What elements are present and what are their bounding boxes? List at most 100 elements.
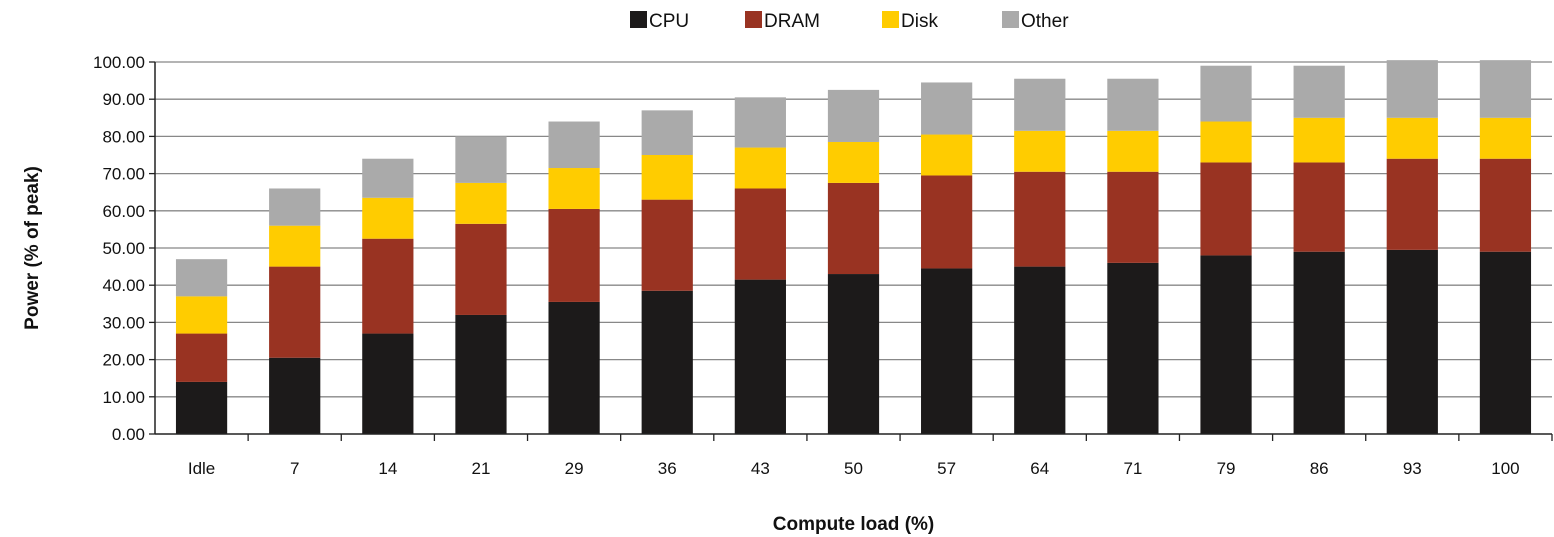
bar-segment-other <box>734 97 786 148</box>
y-tick-label: 50.00 <box>102 239 145 258</box>
legend-label: Other <box>1021 11 1069 32</box>
bar-segment-dram <box>269 266 321 358</box>
y-tick-label: 30.00 <box>102 313 145 332</box>
bar-segment-dram <box>1293 162 1345 252</box>
x-tick-label: 64 <box>1030 459 1049 478</box>
bar-segment-other <box>362 158 414 198</box>
bar-segment-dram <box>455 223 507 315</box>
y-tick-label: 40.00 <box>102 276 145 295</box>
bar-segment-dram <box>1479 158 1532 252</box>
bar-segment-other <box>269 188 321 226</box>
legend-label: Disk <box>901 11 938 32</box>
bar-segment-cpu <box>175 381 228 434</box>
bar-segment-disk <box>175 296 228 334</box>
bar-segment-disk <box>641 155 693 200</box>
bar-segment-disk <box>362 197 414 239</box>
bar-segment-dram <box>1014 171 1066 267</box>
bar-segment-cpu <box>1014 266 1066 434</box>
x-tick-label: 21 <box>472 459 491 478</box>
bar-segment-cpu <box>1386 249 1438 434</box>
x-tick-label: 93 <box>1403 459 1422 478</box>
legend-swatch <box>630 11 647 28</box>
x-tick-label: 57 <box>937 459 956 478</box>
bar-segment-cpu <box>734 279 786 434</box>
bar-segment-disk <box>1479 117 1532 159</box>
bar-segment-disk <box>1014 130 1066 172</box>
legend-item-dram: DRAM <box>745 11 820 32</box>
legend-label: DRAM <box>764 11 820 32</box>
bar-segment-dram <box>641 199 693 291</box>
y-tick-label: 100.00 <box>93 53 145 72</box>
bar-segment-disk <box>455 182 507 224</box>
legend-swatch <box>1002 11 1019 28</box>
bar-segment-other <box>641 110 693 155</box>
x-axis-title: Compute load (%) <box>773 514 935 535</box>
x-tick-label: 100 <box>1491 459 1519 478</box>
x-tick-label: 79 <box>1217 459 1236 478</box>
bar-segment-cpu <box>1107 262 1159 434</box>
bar-segment-cpu <box>362 333 414 434</box>
bar-segment-cpu <box>1200 255 1252 434</box>
x-tick-label: 36 <box>658 459 677 478</box>
bar-segment-other <box>175 259 228 297</box>
legend-label: CPU <box>649 11 689 32</box>
x-tick-label: 71 <box>1123 459 1142 478</box>
y-tick-label: 90.00 <box>102 90 145 109</box>
legend: CPU DRAM Disk Other <box>630 11 1069 32</box>
bar-segment-cpu <box>1479 251 1532 434</box>
y-tick-label: 20.00 <box>102 351 145 370</box>
bar-segment-cpu <box>548 301 600 434</box>
bar-segment-cpu <box>827 274 880 434</box>
y-tick-label: 10.00 <box>102 388 145 407</box>
bar-segment-disk <box>269 225 321 267</box>
bar-segment-disk <box>921 134 973 176</box>
x-tick-label: 29 <box>565 459 584 478</box>
bar-segment-dram <box>548 208 600 302</box>
bar-segment-other <box>921 82 973 135</box>
bar-segment-other <box>1386 60 1438 118</box>
bar-segment-other <box>827 89 880 142</box>
bar-segment-other <box>1107 78 1159 131</box>
x-tick-label: 7 <box>290 459 299 478</box>
x-tick-label: 14 <box>378 459 397 478</box>
x-tick-label: 43 <box>751 459 770 478</box>
bar-segment-dram <box>734 188 786 280</box>
bar-segment-cpu <box>455 314 507 434</box>
bar-segment-disk <box>1293 117 1345 163</box>
bar-segment-other <box>455 136 507 183</box>
y-tick-label: 0.00 <box>112 425 145 444</box>
x-tick-label: 86 <box>1310 459 1329 478</box>
legend-swatch <box>745 11 762 28</box>
bar-segment-disk <box>827 141 880 183</box>
bar-segment-dram <box>921 175 973 269</box>
bar-segment-dram <box>1200 162 1252 256</box>
bar-segment-other <box>1014 78 1066 131</box>
bar-segment-cpu <box>1293 251 1345 434</box>
legend-item-disk: Disk <box>882 11 938 32</box>
bars <box>175 60 1532 434</box>
bar-segment-other <box>1200 65 1252 122</box>
legend-item-other: Other <box>1002 11 1069 32</box>
legend-swatch <box>882 11 899 28</box>
bar-segment-other <box>1479 60 1532 118</box>
y-tick-labels: 0.00 10.00 20.00 30.00 40.00 50.00 60.00 70.00 8… <box>93 53 145 444</box>
y-tick-label: 80.00 <box>102 127 145 146</box>
bar-segment-disk <box>1200 121 1252 163</box>
bar-segment-disk <box>1107 130 1159 172</box>
bar-segment-dram <box>1386 158 1438 250</box>
legend-item-cpu: CPU <box>630 11 689 32</box>
bar-segment-cpu <box>269 357 321 434</box>
x-tick-label: Idle <box>188 459 215 478</box>
x-tick-labels: Idle 7 14 21 29 36 43 50 57 64 71 79 86 93 100 <box>188 459 1520 478</box>
axes <box>149 61 1553 441</box>
bar-segment-cpu <box>921 268 973 434</box>
bar-segment-other <box>1293 65 1345 118</box>
bar-segment-disk <box>1386 117 1438 159</box>
bar-segment-dram <box>175 333 228 382</box>
bar-segment-cpu <box>641 290 693 434</box>
bar-segment-dram <box>362 238 414 334</box>
y-tick-label: 60.00 <box>102 202 145 221</box>
y-axis-title: Power (% of peak) <box>22 166 43 330</box>
